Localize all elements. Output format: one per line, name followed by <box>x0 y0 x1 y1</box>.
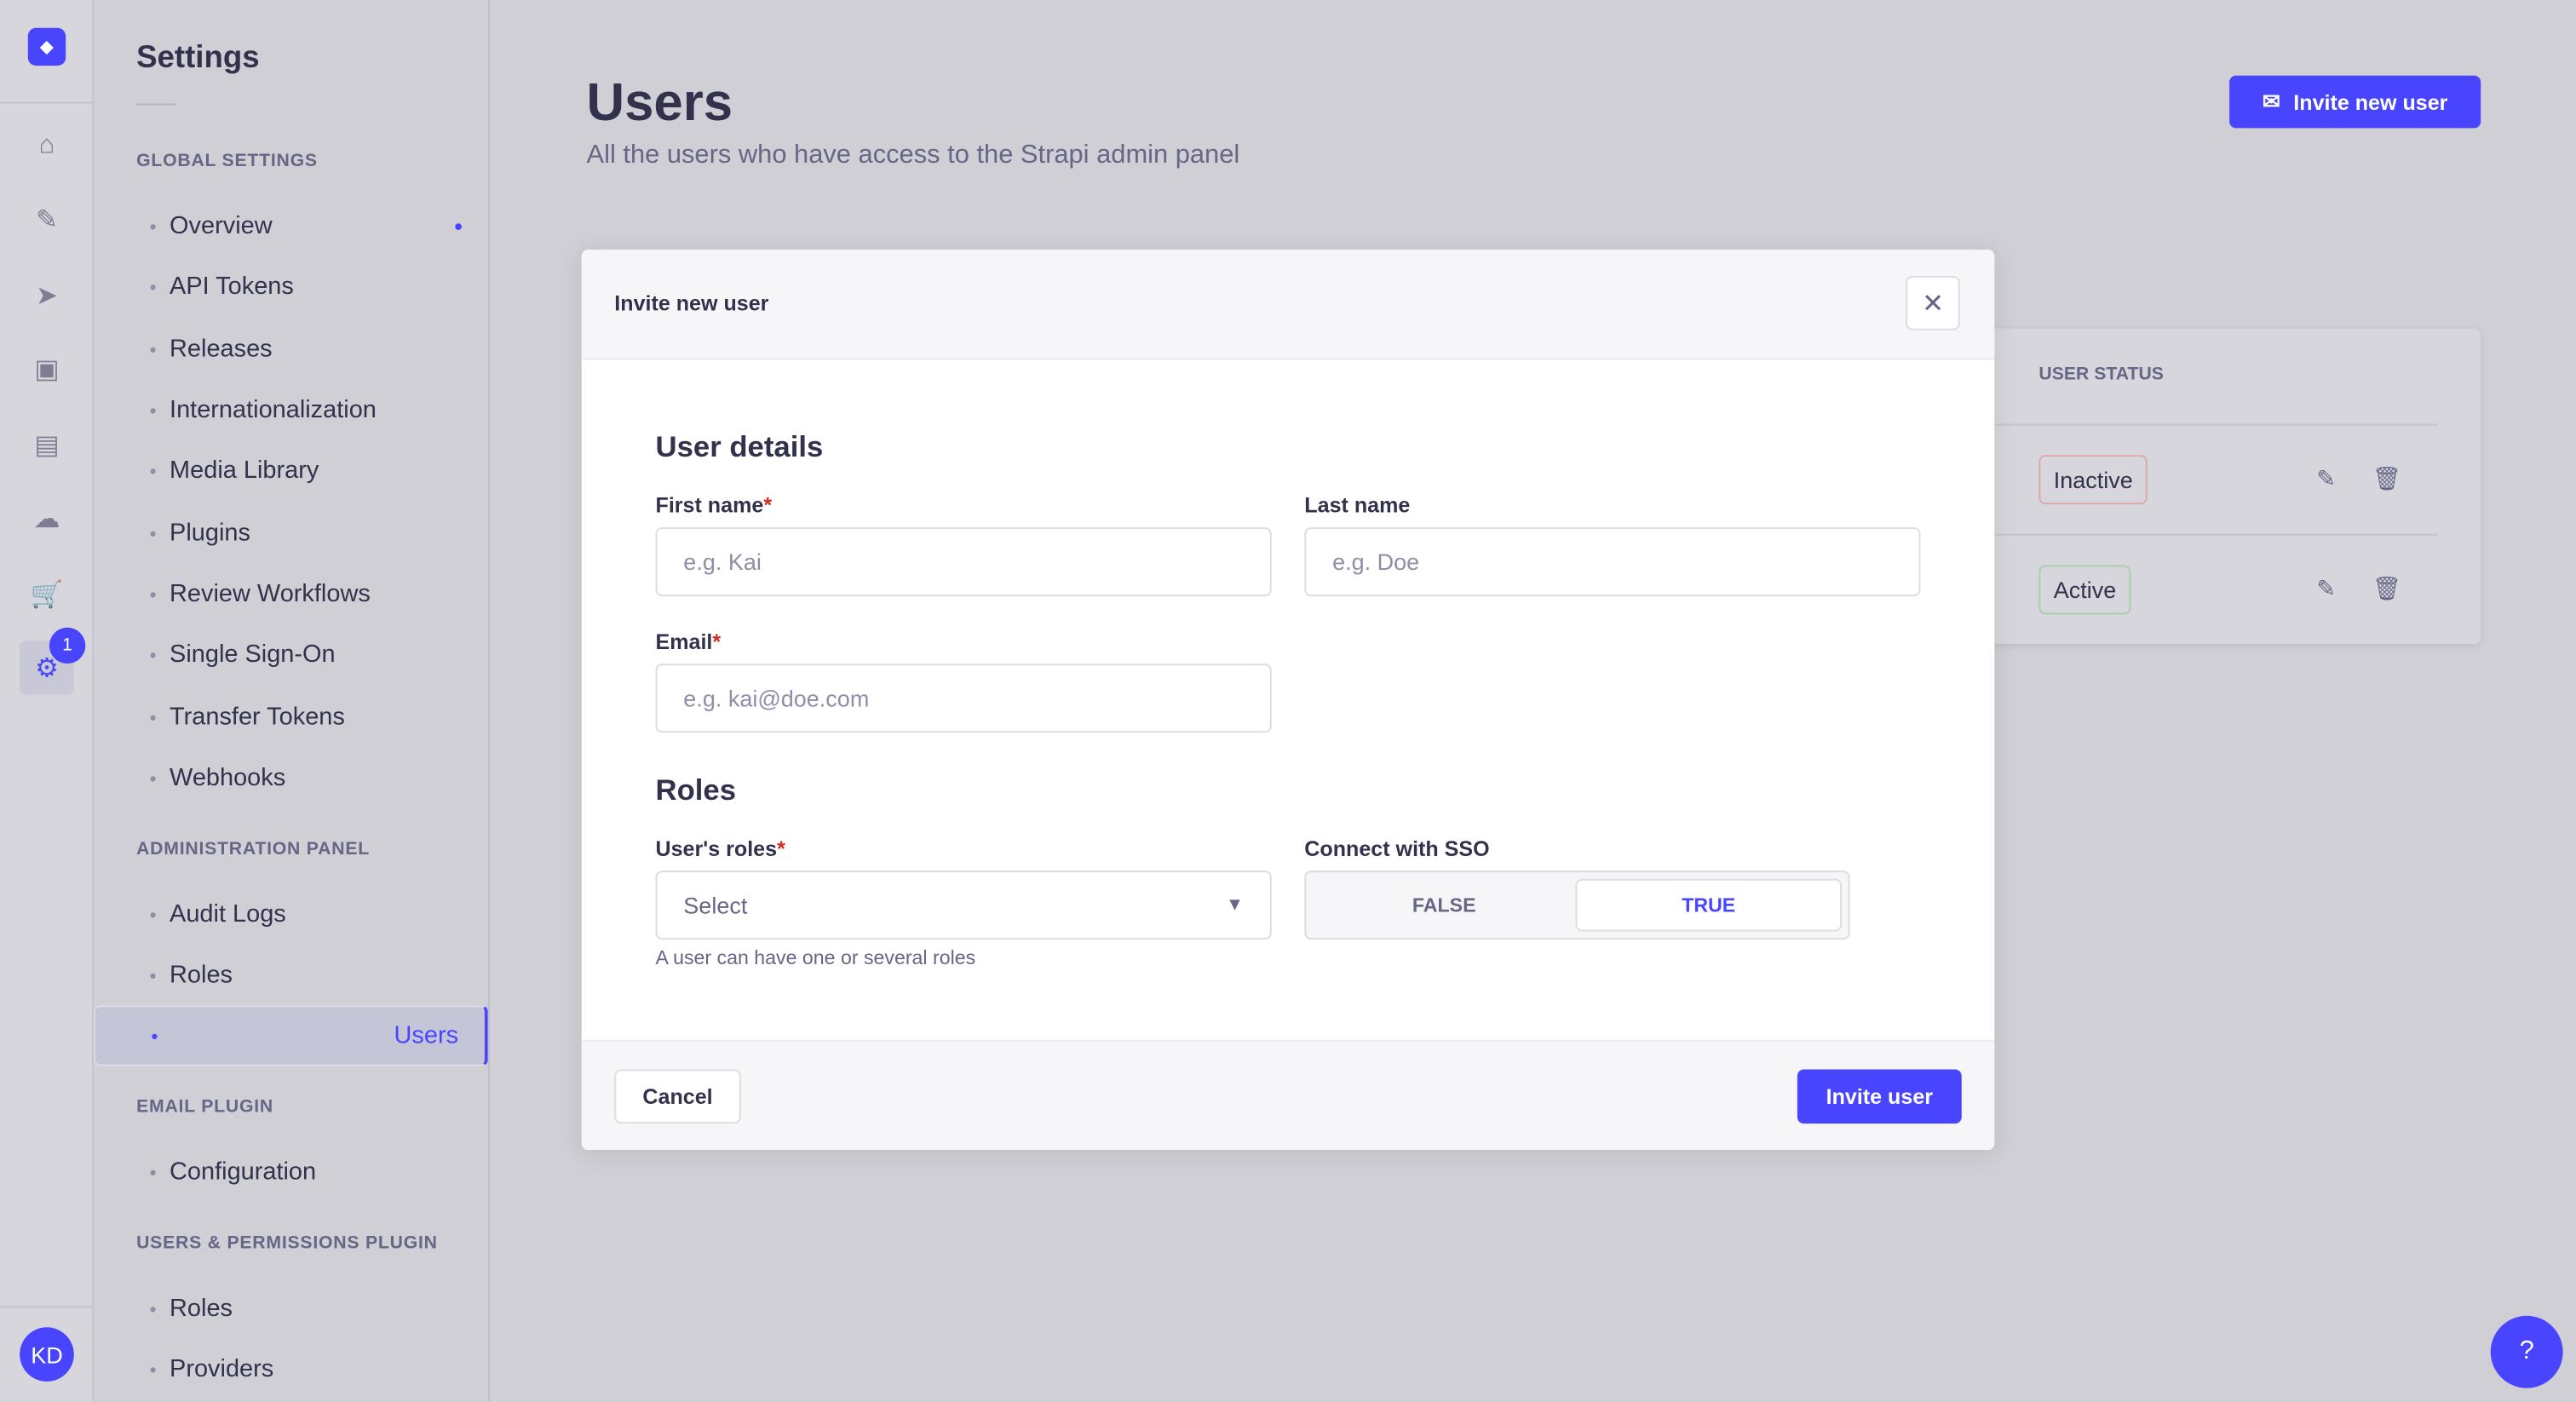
sidebar-item-internationalization[interactable]: Internationalization <box>94 380 488 440</box>
column-user-status[interactable]: USER STATUS <box>2038 365 2164 385</box>
invite-user-modal: Invite new user ✕ User details First nam… <box>581 250 1995 1151</box>
sidebar-item-configuration[interactable]: Configuration <box>94 1141 488 1202</box>
home-icon[interactable]: ⌂ <box>38 130 55 159</box>
main-nav-rail: ◆ ⌂ ✎ ➤ ▣ ▤ ☁ 🛒 ⚙ 1 KD <box>0 0 94 1402</box>
sidebar-item-review-workflows[interactable]: Review Workflows <box>94 564 488 624</box>
cancel-button[interactable]: Cancel <box>614 1069 741 1124</box>
roles-select-value: Select <box>683 892 748 919</box>
new-indicator <box>455 223 462 231</box>
roles-heading: Roles <box>655 773 737 807</box>
trash-icon[interactable]: 🗑 <box>2372 464 2402 491</box>
sso-false-option[interactable]: FALSE <box>1412 893 1476 917</box>
sidebar-item-roles[interactable]: Roles <box>94 945 488 1005</box>
status-badge: Active <box>2038 565 2131 615</box>
invite-new-user-label: Invite new user <box>2293 89 2448 115</box>
section-users-permissions: USERS & PERMISSIONS PLUGIN <box>136 1233 438 1254</box>
invite-new-user-button[interactable]: ✉ Invite new user <box>2229 75 2481 129</box>
sidebar-item-audit-logs[interactable]: Audit Logs <box>94 884 488 945</box>
cloud-icon[interactable]: ☁ <box>33 505 60 533</box>
sidebar-item-up-roles[interactable]: Roles <box>94 1278 488 1338</box>
close-icon: ✕ <box>1922 290 1944 319</box>
invite-user-button[interactable]: Invite user <box>1797 1069 1962 1124</box>
envelope-icon: ✉ <box>2262 89 2280 114</box>
user-details-heading: User details <box>655 430 824 463</box>
caret-down-icon: ▼ <box>1225 895 1244 916</box>
sidebar-item-releases[interactable]: Releases <box>94 319 488 379</box>
avatar[interactable]: KD <box>20 1327 74 1382</box>
first-name-input[interactable] <box>655 527 1272 597</box>
media-icon[interactable]: ▣ <box>34 355 60 384</box>
email-input[interactable] <box>655 664 1272 733</box>
roles-hint: A user can have one or several roles <box>655 945 976 969</box>
divider <box>1994 533 2439 536</box>
roles-label: User's roles* <box>655 836 785 861</box>
modal-footer: Cancel Invite user <box>581 1039 1995 1151</box>
notification-badge: 1 <box>49 627 86 664</box>
modal-title: Invite new user <box>614 290 769 316</box>
settings-sidebar: Settings GLOBAL SETTINGS Overview API To… <box>93 0 490 1402</box>
page-subtitle: All the users who have access to the Str… <box>586 141 1240 170</box>
modal-header: Invite new user ✕ <box>581 250 1995 360</box>
divider <box>136 103 176 106</box>
users-table: USER STATUS Inactive ✎ 🗑 Active ✎ 🗑 <box>1955 328 2481 645</box>
pencil-icon[interactable]: ✎ <box>2316 464 2336 491</box>
sso-true-option[interactable]: TRUE <box>1575 878 1842 932</box>
sidebar-item-users[interactable]: Users <box>93 1005 488 1066</box>
last-name-input[interactable] <box>1304 527 1921 597</box>
sso-toggle[interactable]: FALSE TRUE <box>1304 871 1850 940</box>
sidebar-item-sso[interactable]: Single Sign-On <box>94 624 488 685</box>
sidebar-item-media-library[interactable]: Media Library <box>94 440 488 501</box>
trash-icon[interactable]: 🗑 <box>2372 575 2402 601</box>
question-icon: ? <box>2519 1336 2534 1365</box>
section-email-plugin: EMAIL PLUGIN <box>136 1097 273 1118</box>
divider <box>0 101 93 104</box>
cart-icon[interactable]: 🛒 <box>30 580 64 609</box>
strapi-logo[interactable]: ◆ <box>27 27 66 66</box>
sidebar-item-api-tokens[interactable]: API Tokens <box>94 256 488 317</box>
section-administration-panel: ADMINISTRATION PANEL <box>136 839 370 859</box>
layout-icon[interactable]: ▤ <box>34 431 60 460</box>
pencil-icon[interactable]: ✎ <box>2316 575 2336 601</box>
email-label: Email* <box>655 629 722 654</box>
status-badge: Inactive <box>2038 455 2148 505</box>
divider <box>1994 423 2439 426</box>
send-icon[interactable]: ➤ <box>36 281 58 310</box>
roles-select[interactable]: Select ▼ <box>655 871 1272 940</box>
sidebar-title: Settings <box>136 41 260 76</box>
sidebar-item-plugins[interactable]: Plugins <box>94 503 488 563</box>
help-button[interactable]: ? <box>2490 1315 2563 1388</box>
page-title: Users <box>586 72 733 132</box>
sso-label: Connect with SSO <box>1304 836 1490 861</box>
sidebar-item-transfer-tokens[interactable]: Transfer Tokens <box>94 687 488 747</box>
last-name-label: Last name <box>1304 492 1411 518</box>
sidebar-item-webhooks[interactable]: Webhooks <box>94 748 488 808</box>
divider <box>0 1306 93 1308</box>
feather-icon[interactable]: ✎ <box>36 206 58 234</box>
section-global-settings: GLOBAL SETTINGS <box>136 151 318 171</box>
close-button[interactable]: ✕ <box>1906 276 1960 330</box>
first-name-label: First name* <box>655 492 773 518</box>
sidebar-item-providers[interactable]: Providers <box>94 1339 488 1399</box>
sidebar-item-overview[interactable]: Overview <box>94 196 488 256</box>
